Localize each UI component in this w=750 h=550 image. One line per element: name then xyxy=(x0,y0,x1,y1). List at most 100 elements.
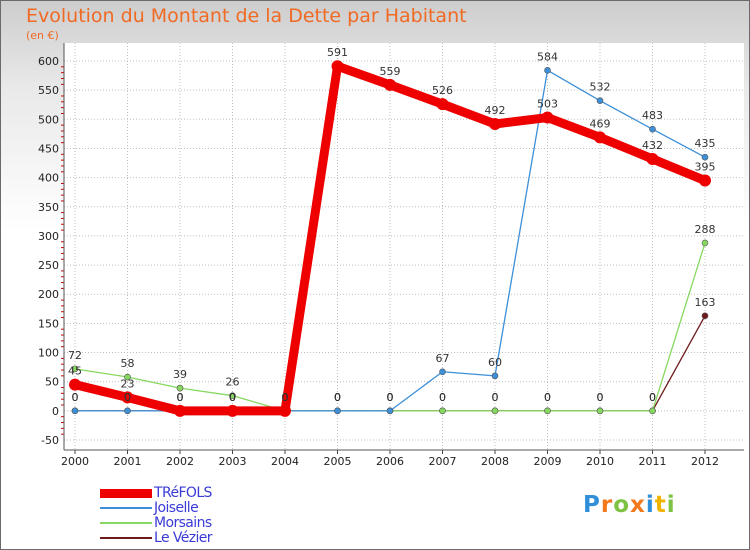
data-point xyxy=(646,152,659,165)
data-point xyxy=(176,384,184,392)
x-tick-label: 2005 xyxy=(324,455,352,468)
legend-label: TRéFOLS xyxy=(154,485,212,501)
legend-swatch xyxy=(100,507,152,509)
data-label: 60 xyxy=(488,356,502,369)
legend-label: Joiselle xyxy=(154,500,199,516)
data-label: 591 xyxy=(327,46,348,59)
data-label: 0 xyxy=(334,391,341,404)
data-point xyxy=(71,365,79,373)
y-tick-label: 300 xyxy=(38,230,59,243)
data-label: 435 xyxy=(695,137,716,150)
data-point xyxy=(174,404,186,417)
x-tick-label: 2009 xyxy=(534,455,562,468)
data-label: 0 xyxy=(72,391,79,404)
legend-label: Le Vézier xyxy=(154,530,213,546)
data-label: 559 xyxy=(380,65,401,78)
y-tick-label: 250 xyxy=(38,259,59,272)
y-tick-label: 450 xyxy=(38,142,59,155)
data-label: 0 xyxy=(334,391,341,404)
data-label: 0 xyxy=(229,391,236,404)
data-label: 0 xyxy=(72,391,79,404)
data-label: 288 xyxy=(695,223,716,236)
x-tick-label: 2010 xyxy=(586,455,614,468)
x-tick-label: 2007 xyxy=(429,455,457,468)
data-label: 0 xyxy=(387,391,394,404)
data-label: 0 xyxy=(177,391,184,404)
y-tick-label: 500 xyxy=(38,113,59,126)
data-label: 0 xyxy=(282,391,289,404)
data-point xyxy=(229,392,236,399)
data-point xyxy=(544,67,551,74)
data-point xyxy=(541,111,554,124)
data-point xyxy=(279,404,291,417)
data-point xyxy=(491,407,499,415)
data-label: 0 xyxy=(597,391,604,404)
x-tick-label: 2008 xyxy=(481,455,509,468)
data-label: 0 xyxy=(124,391,131,404)
data-point xyxy=(649,407,656,415)
data-label: 0 xyxy=(387,391,394,404)
chart-title: Evolution du Montant de la Dette par Hab… xyxy=(26,5,467,27)
logo-letter: o xyxy=(613,492,631,518)
data-label: 0 xyxy=(649,391,656,404)
data-label: 469 xyxy=(590,117,611,130)
y-tick-label: -50 xyxy=(41,434,59,447)
data-label: 395 xyxy=(695,161,716,174)
data-point xyxy=(491,372,499,380)
data-point xyxy=(701,239,709,247)
data-label: 0 xyxy=(492,391,499,404)
y-tick-label: 50 xyxy=(45,376,59,389)
plot-area xyxy=(64,43,744,450)
logo-letter: i xyxy=(666,492,676,518)
logo-letter: r xyxy=(600,492,614,518)
data-point xyxy=(596,97,604,104)
x-tick-label: 2002 xyxy=(166,455,194,468)
data-label: 0 xyxy=(282,391,289,404)
data-label: 0 xyxy=(544,391,551,404)
data-label: 0 xyxy=(649,391,656,404)
data-point xyxy=(71,407,79,415)
data-label: 432 xyxy=(642,139,663,152)
data-label: 23 xyxy=(121,377,135,390)
data-label: 45 xyxy=(68,365,82,378)
data-label: 0 xyxy=(282,391,289,404)
data-point xyxy=(596,407,604,415)
data-point xyxy=(226,404,239,417)
x-tick-label: 2003 xyxy=(219,455,247,468)
data-point xyxy=(384,78,396,91)
y-tick-label: 600 xyxy=(38,55,59,68)
legend-label: Morsains xyxy=(154,515,212,531)
logo-letter: t xyxy=(654,492,667,518)
data-label: 163 xyxy=(695,296,716,309)
x-tick-label: 2001 xyxy=(114,455,142,468)
data-label: 67 xyxy=(436,352,450,365)
x-tick-label: 2011 xyxy=(639,455,667,468)
data-label: 0 xyxy=(282,391,289,404)
x-tick-label: 2012 xyxy=(691,455,719,468)
y-tick-label: 0 xyxy=(52,405,59,418)
logo-letter: i xyxy=(645,492,655,518)
data-label: 526 xyxy=(432,84,453,97)
data-point xyxy=(334,407,341,415)
data-point xyxy=(439,368,446,376)
data-point xyxy=(699,174,711,187)
x-tick-label: 2000 xyxy=(61,455,89,468)
data-label: 0 xyxy=(229,391,236,404)
data-point xyxy=(649,125,656,133)
data-label: 0 xyxy=(177,391,184,404)
data-point xyxy=(121,391,134,404)
y-tick-label: 150 xyxy=(38,317,59,330)
data-label: 0 xyxy=(124,391,131,404)
data-point xyxy=(124,373,131,381)
y-tick-label: 400 xyxy=(38,172,59,185)
data-label: 58 xyxy=(121,357,135,370)
data-point xyxy=(124,407,131,415)
data-point xyxy=(544,407,551,415)
data-label: 72 xyxy=(68,349,82,362)
data-label: 483 xyxy=(642,109,663,122)
logo-letter: P xyxy=(583,492,601,518)
data-label: 0 xyxy=(229,391,236,404)
y-tick-label: 350 xyxy=(38,201,59,214)
proxiti-logo: Proxiti xyxy=(583,492,676,518)
